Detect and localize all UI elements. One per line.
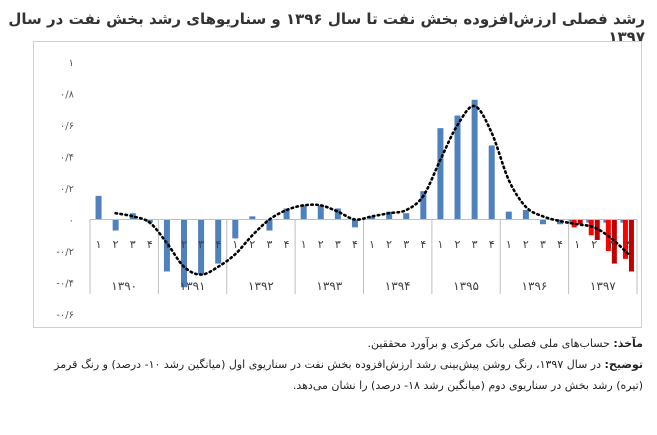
bar-s0-16	[369, 216, 376, 220]
y-tick-label-0: ۱	[69, 58, 74, 69]
quarter-label-3: ۴	[147, 238, 153, 251]
bar-s0-27	[557, 219, 564, 225]
y-tick-label-1: ۰/۸	[60, 90, 75, 101]
quarter-label-21: ۲	[455, 238, 461, 251]
bar-s0-13	[317, 205, 324, 220]
explanation-label: توضیح:	[604, 358, 643, 371]
bar-s0-18	[403, 213, 410, 220]
quarter-label-9: ۲	[249, 238, 255, 251]
quarter-label-30: ۳	[608, 238, 614, 251]
chart-svg: ۱۰/۸۰/۶۰/۴۰/۲۰-۰/۲-۰/۴-۰/۶۱ ۲ ۳ ۴ ۱ ۲ ۳ ۴ ۱ ۲ ۳ ۴ ۱ ۲…	[56, 58, 638, 321]
quarter-label-12: ۱	[301, 238, 307, 251]
quarter-label-5: ۲	[181, 238, 187, 251]
year-label-7: ۱۳۹۷	[590, 279, 616, 293]
quarter-label-4: ۱	[164, 238, 170, 251]
bar-s0-5	[181, 219, 188, 288]
quarter-label-0: ۱	[96, 238, 102, 251]
year-label-3: ۱۳۹۳	[316, 279, 342, 293]
quarter-label-2: ۳	[130, 238, 136, 251]
quarter-label-1: ۲	[113, 238, 119, 251]
quarter-label-6: ۳	[198, 238, 204, 251]
y-tick-label-5: ۰	[69, 216, 74, 227]
bar-s0-20	[437, 128, 444, 220]
bar-s0-22	[471, 99, 478, 220]
bar-s0-15	[351, 219, 358, 228]
quarter-label-26: ۳	[540, 238, 546, 251]
bar-s0-9	[249, 216, 256, 220]
quarter-label-28: ۱	[574, 238, 580, 251]
bar-s0-23	[488, 145, 495, 220]
quarter-label-22: ۳	[472, 238, 478, 251]
quarter-label-8: ۱	[232, 238, 238, 251]
quarter-label-27: ۴	[557, 238, 563, 251]
explanation-note: توضیح: در سال ۱۳۹۷، رنگ روشن پیش‌بینی رش…	[30, 354, 643, 396]
quarter-label-20: ۱	[437, 238, 443, 251]
bar-s0-1	[112, 219, 119, 231]
bar-s0-7	[215, 219, 222, 264]
quarter-label-24: ۱	[506, 238, 512, 251]
year-label-5: ۱۳۹۵	[453, 279, 479, 293]
bar-s2-31	[628, 219, 634, 272]
quarter-label-29: ۲	[591, 238, 597, 251]
explanation-text: در سال ۱۳۹۷، رنگ روشن پیش‌بینی رشد ارزش‌…	[54, 358, 643, 392]
bar-s0-0	[95, 195, 102, 220]
quarter-label-16: ۱	[369, 238, 375, 251]
y-tick-label-2: ۰/۶	[60, 121, 74, 132]
quarter-label-25: ۲	[523, 238, 529, 251]
source-note: مآخذ: حساب‌های ملی فصلی بانک مرکزی و برآ…	[30, 333, 643, 354]
bar-s1-28	[571, 219, 577, 228]
year-label-0: ۱۳۹۰	[111, 279, 137, 293]
bar-s0-11	[283, 208, 290, 220]
chart-title: رشد فصلی ارزش‌افزوده بخش نفت تا سال ۱۳۹۶…	[8, 10, 645, 46]
quarter-label-11: ۴	[284, 238, 290, 251]
quarter-label-31: ۴	[625, 238, 631, 251]
quarter-label-23: ۴	[489, 238, 495, 251]
bar-s0-6	[198, 219, 205, 275]
year-label-6: ۱۳۹۶	[522, 279, 548, 293]
trend-line	[114, 104, 630, 276]
chart-notes: مآخذ: حساب‌های ملی فصلی بانک مرکزی و برآ…	[30, 333, 643, 396]
bar-s0-21	[454, 115, 461, 220]
bar-s0-17	[386, 211, 393, 220]
y-tick-label-6: -۰/۲	[56, 247, 74, 258]
quarter-label-14: ۳	[335, 238, 341, 251]
quarter-label-19: ۴	[420, 238, 426, 251]
quarter-label-18: ۳	[403, 238, 409, 251]
y-tick-label-8: -۰/۶	[56, 310, 74, 321]
bar-s1-31	[622, 219, 628, 259]
chart-area: ۱ ۰/۸ ۰/۶ ۰/۴ ۰/۲ ۰ -۰/۲ -۰/۴ -۰/۶ ۱ ۲ ۳ ۴ ۱ ۲ ۳ ۴ ۱ ۲ ۳ ۴ ۱ ۲…	[33, 41, 642, 328]
year-label-2: ۱۳۹۲	[248, 279, 274, 293]
quarter-label-13: ۲	[318, 238, 324, 251]
bar-s2-28	[577, 219, 583, 225]
bar-s0-24	[505, 211, 512, 220]
bar-s0-25	[522, 210, 529, 220]
source-label: مآخذ:	[613, 337, 643, 350]
bar-s0-19	[420, 191, 427, 220]
bar-s0-12	[300, 205, 307, 220]
year-label-1: ۱۳۹۱	[180, 279, 206, 293]
bar-s0-10	[266, 219, 273, 231]
bar-s0-26	[539, 219, 546, 225]
quarter-label-15: ۴	[352, 238, 358, 251]
y-tick-label-4: ۰/۲	[60, 184, 74, 195]
bar-s0-14	[334, 208, 341, 220]
y-tick-label-7: -۰/۴	[56, 279, 74, 290]
y-tick-label-3: ۰/۴	[60, 153, 74, 164]
quarter-label-17: ۲	[386, 238, 392, 251]
bar-s0-4	[163, 219, 170, 272]
quarter-label-7: ۴	[215, 238, 221, 251]
year-label-4: ۱۳۹۴	[385, 279, 411, 293]
quarter-label-10: ۳	[267, 238, 273, 251]
bar-s0-8	[232, 219, 239, 239]
source-text: حساب‌های ملی فصلی بانک مرکزی و برآورد مح…	[367, 337, 614, 350]
bar-s2-30	[611, 219, 617, 264]
